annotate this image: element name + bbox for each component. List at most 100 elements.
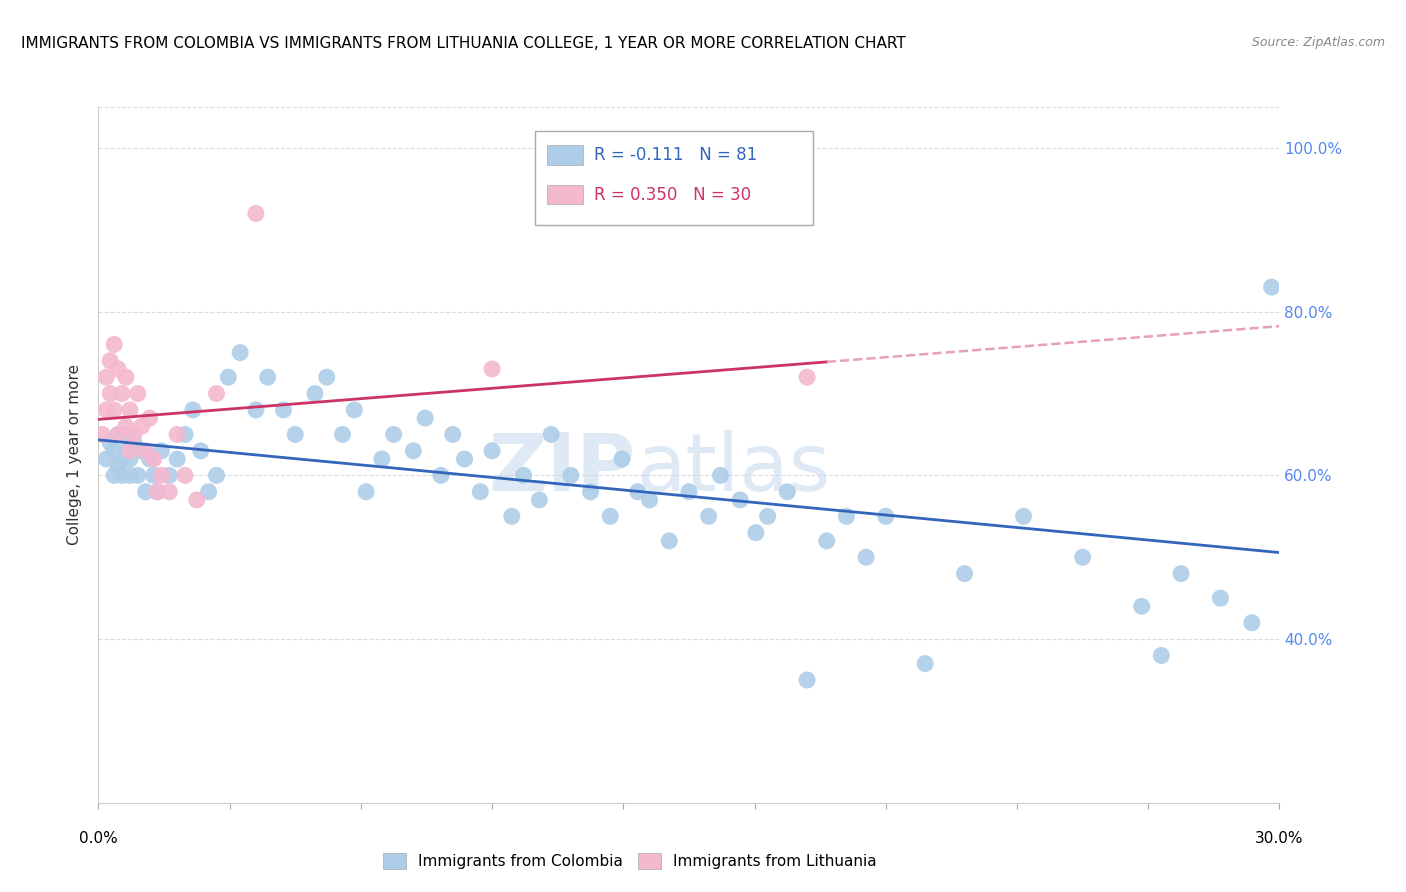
Point bbox=[529, 492, 551, 507]
Point bbox=[205, 386, 228, 401]
Point bbox=[115, 427, 138, 442]
Point bbox=[560, 468, 582, 483]
Point bbox=[107, 427, 129, 442]
Text: R = -0.111   N = 81: R = -0.111 N = 81 bbox=[595, 146, 758, 164]
Point bbox=[96, 370, 118, 384]
FancyBboxPatch shape bbox=[536, 131, 813, 226]
Point bbox=[98, 435, 121, 450]
Point bbox=[190, 443, 212, 458]
Y-axis label: College, 1 year or more: College, 1 year or more bbox=[67, 365, 83, 545]
Point bbox=[273, 403, 295, 417]
Point bbox=[174, 468, 197, 483]
Point bbox=[315, 370, 337, 384]
Text: 30.0%: 30.0% bbox=[1256, 831, 1303, 847]
Point bbox=[103, 468, 125, 483]
Point bbox=[512, 468, 534, 483]
Point bbox=[118, 452, 141, 467]
Point bbox=[245, 206, 267, 220]
Point bbox=[118, 443, 141, 458]
Point bbox=[855, 550, 877, 565]
Point bbox=[122, 427, 145, 442]
Point bbox=[142, 468, 165, 483]
Point bbox=[1209, 591, 1232, 606]
Point bbox=[122, 435, 145, 450]
Point bbox=[256, 370, 278, 384]
Point bbox=[107, 362, 129, 376]
Point bbox=[1012, 509, 1035, 524]
Point bbox=[1150, 648, 1173, 663]
Point bbox=[146, 484, 169, 499]
Point bbox=[98, 386, 121, 401]
Point bbox=[115, 443, 138, 458]
Point bbox=[540, 427, 562, 442]
Point bbox=[107, 427, 129, 442]
Point bbox=[1240, 615, 1263, 630]
Point bbox=[481, 362, 503, 376]
Point bbox=[1170, 566, 1192, 581]
Point bbox=[138, 411, 160, 425]
Point bbox=[501, 509, 523, 524]
Point bbox=[413, 411, 436, 425]
Point bbox=[186, 492, 208, 507]
Point bbox=[678, 484, 700, 499]
Point bbox=[197, 484, 219, 499]
Point bbox=[776, 484, 799, 499]
Point bbox=[96, 452, 118, 467]
Point bbox=[953, 566, 976, 581]
Point bbox=[343, 403, 366, 417]
Legend: Immigrants from Colombia, Immigrants from Lithuania: Immigrants from Colombia, Immigrants fro… bbox=[377, 847, 883, 875]
Point bbox=[245, 403, 267, 417]
Point bbox=[111, 452, 134, 467]
Point bbox=[217, 370, 239, 384]
Point bbox=[150, 468, 173, 483]
Point bbox=[181, 403, 204, 417]
Point bbox=[229, 345, 252, 359]
Point bbox=[118, 468, 141, 483]
Point bbox=[115, 370, 138, 384]
Point bbox=[1277, 288, 1299, 302]
Text: R = 0.350   N = 30: R = 0.350 N = 30 bbox=[595, 186, 752, 203]
Point bbox=[157, 484, 180, 499]
Point bbox=[658, 533, 681, 548]
Point bbox=[875, 509, 897, 524]
Point bbox=[131, 419, 153, 434]
Point bbox=[91, 427, 114, 442]
Point bbox=[402, 443, 425, 458]
Point bbox=[638, 492, 661, 507]
Point bbox=[470, 484, 492, 499]
Point bbox=[103, 337, 125, 351]
Point bbox=[166, 452, 188, 467]
Point bbox=[1260, 280, 1282, 294]
Point bbox=[382, 427, 405, 442]
Point bbox=[111, 386, 134, 401]
Point bbox=[96, 403, 118, 417]
Point bbox=[107, 460, 129, 475]
Point bbox=[1130, 599, 1153, 614]
Point bbox=[627, 484, 650, 499]
Point bbox=[115, 419, 138, 434]
Point bbox=[127, 386, 149, 401]
Point bbox=[98, 353, 121, 368]
FancyBboxPatch shape bbox=[547, 145, 582, 165]
Point bbox=[332, 427, 354, 442]
Point bbox=[103, 443, 125, 458]
Point bbox=[1071, 550, 1094, 565]
Text: Source: ZipAtlas.com: Source: ZipAtlas.com bbox=[1251, 36, 1385, 49]
Point bbox=[697, 509, 720, 524]
Point bbox=[127, 468, 149, 483]
Point bbox=[599, 509, 621, 524]
Point bbox=[756, 509, 779, 524]
Point bbox=[142, 452, 165, 467]
Point bbox=[205, 468, 228, 483]
Text: ZIP: ZIP bbox=[488, 430, 636, 508]
Point bbox=[304, 386, 326, 401]
Point bbox=[146, 484, 169, 499]
Text: atlas: atlas bbox=[636, 430, 830, 508]
Point bbox=[131, 443, 153, 458]
Point bbox=[135, 484, 157, 499]
Point bbox=[138, 452, 160, 467]
Point bbox=[835, 509, 858, 524]
Point bbox=[453, 452, 475, 467]
Point bbox=[118, 403, 141, 417]
Point bbox=[430, 468, 453, 483]
